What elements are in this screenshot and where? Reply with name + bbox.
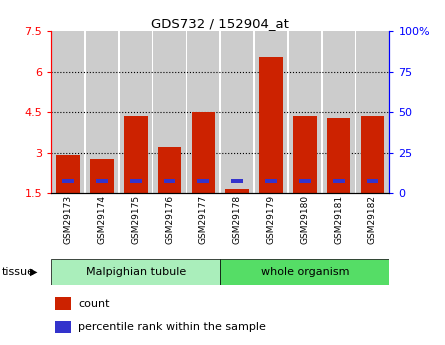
Bar xyxy=(198,179,209,183)
Bar xyxy=(130,179,142,183)
Text: ▶: ▶ xyxy=(30,267,38,277)
Bar xyxy=(164,179,175,183)
Bar xyxy=(367,179,378,183)
Bar xyxy=(265,179,277,183)
Bar xyxy=(327,118,351,193)
Bar xyxy=(55,297,72,310)
Bar xyxy=(120,31,152,193)
Text: whole organism: whole organism xyxy=(261,267,349,277)
Bar xyxy=(293,116,317,193)
Bar xyxy=(62,179,74,183)
Bar xyxy=(51,259,220,285)
Bar xyxy=(187,31,219,193)
Bar xyxy=(299,179,311,183)
Bar xyxy=(259,57,283,193)
Bar xyxy=(221,31,253,193)
Bar xyxy=(96,179,108,183)
Bar xyxy=(220,259,389,285)
Bar xyxy=(154,31,186,193)
Bar xyxy=(225,189,249,193)
Text: count: count xyxy=(78,298,110,308)
Bar xyxy=(52,31,84,193)
Bar xyxy=(333,179,344,183)
Bar xyxy=(356,31,388,193)
Bar xyxy=(56,155,80,193)
Bar xyxy=(191,112,215,193)
Text: percentile rank within the sample: percentile rank within the sample xyxy=(78,322,266,332)
Bar xyxy=(124,116,148,193)
Text: tissue: tissue xyxy=(2,267,35,277)
Bar xyxy=(289,31,321,193)
Bar xyxy=(90,159,114,193)
Title: GDS732 / 152904_at: GDS732 / 152904_at xyxy=(151,17,289,30)
Bar xyxy=(158,147,182,193)
Bar xyxy=(323,31,355,193)
Bar xyxy=(360,116,384,193)
Text: Malpighian tubule: Malpighian tubule xyxy=(85,267,186,277)
Bar xyxy=(255,31,287,193)
Bar xyxy=(55,321,72,333)
Bar xyxy=(231,179,243,183)
Bar xyxy=(86,31,118,193)
